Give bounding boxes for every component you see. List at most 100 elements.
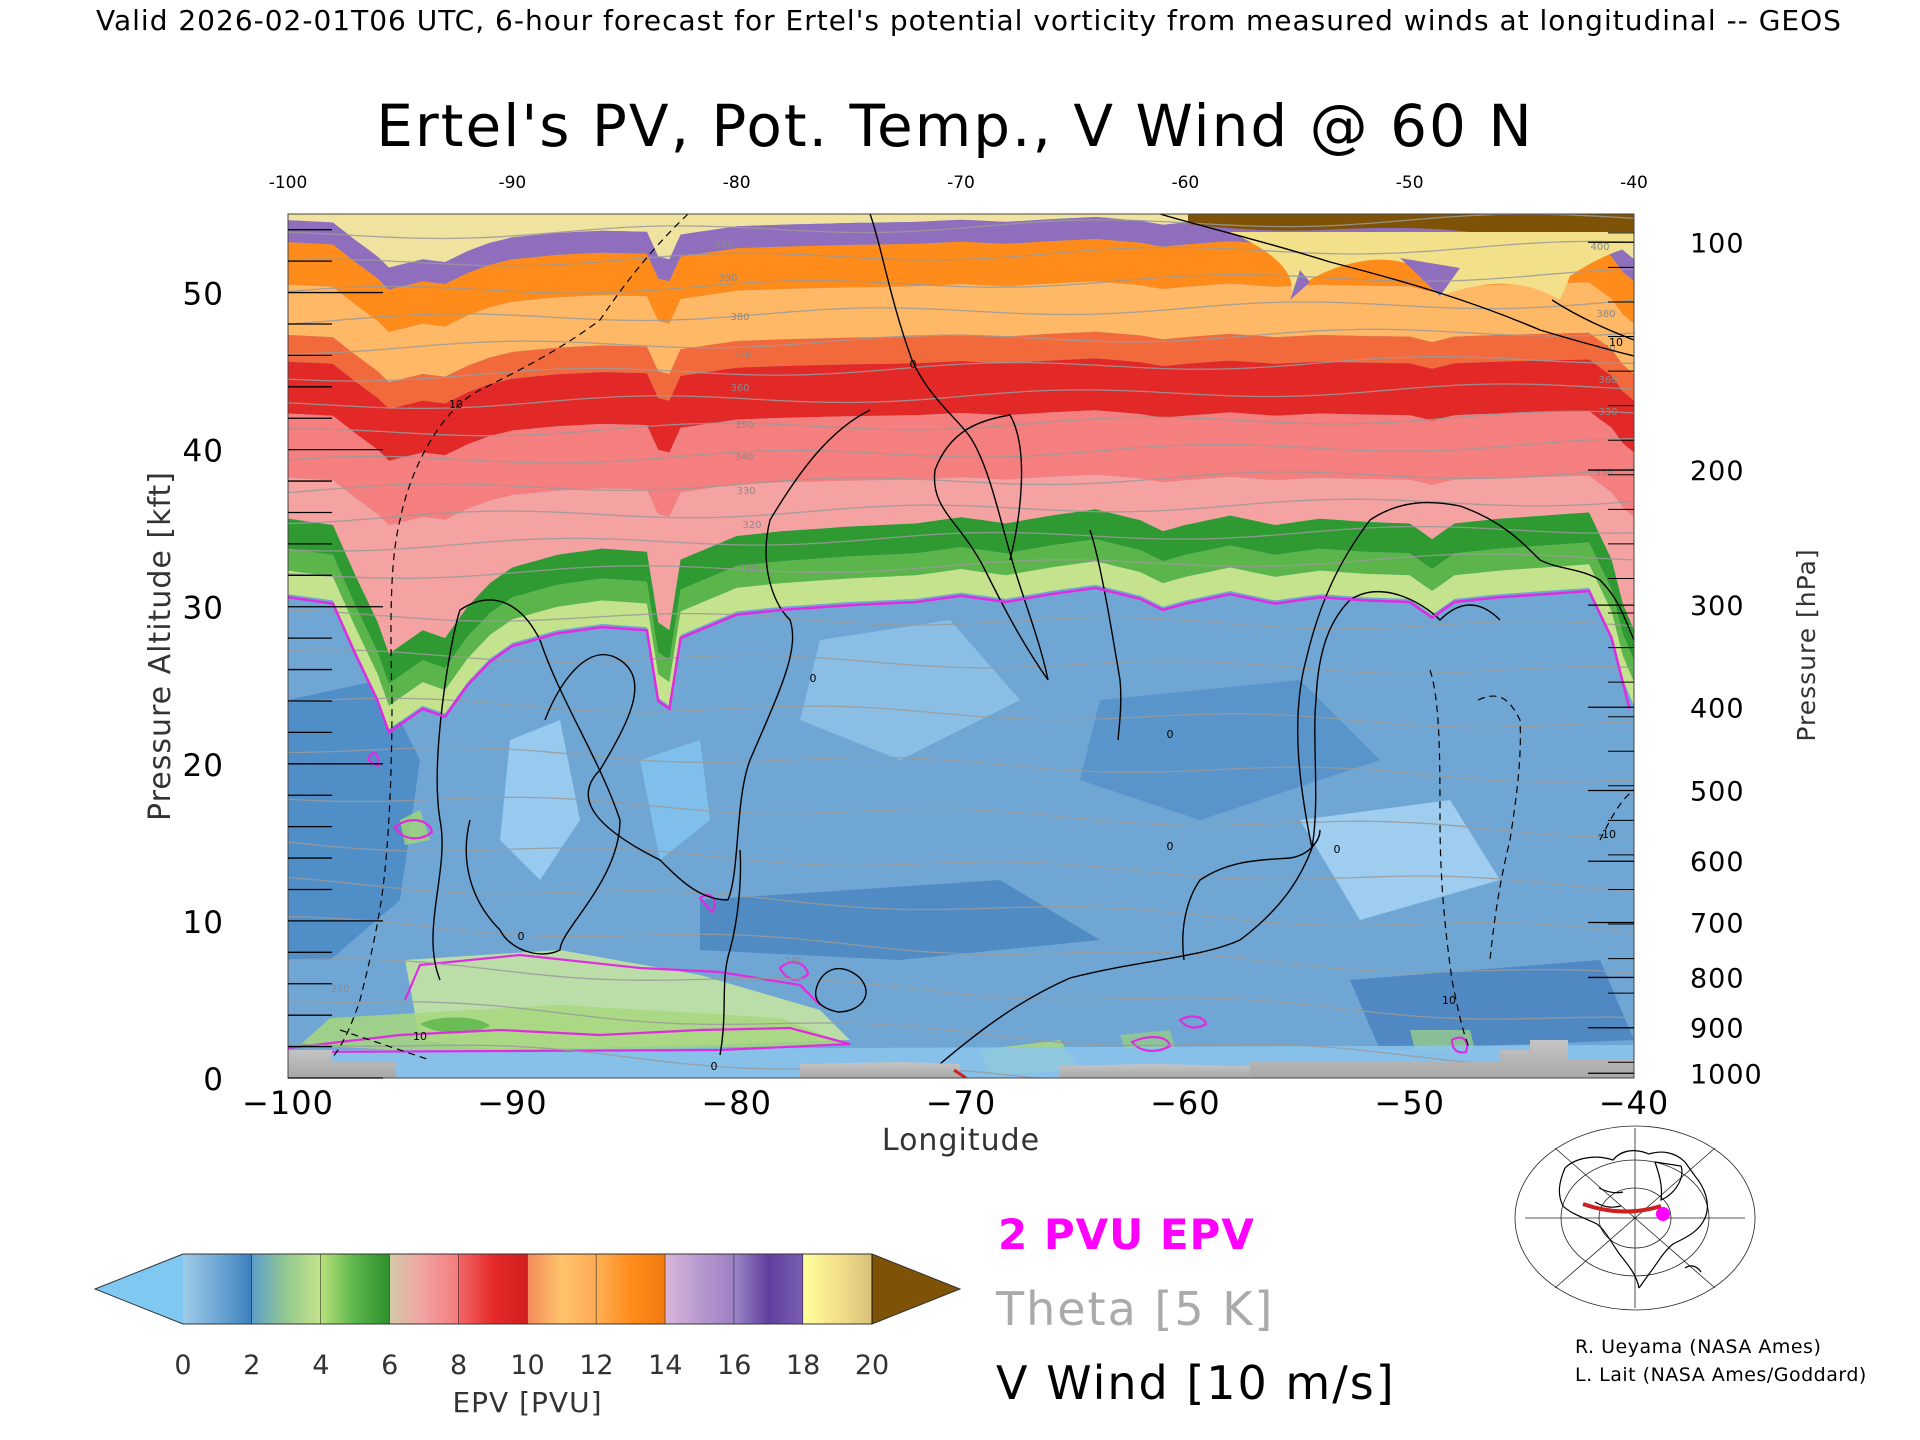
x-tick-label-4: −60 [1150,1084,1221,1122]
pressure-tick-label-6: 700 [1690,908,1745,939]
x-top-tick-label-5: -50 [1396,173,1424,193]
v-wind-contour-12 [1159,214,1634,357]
theta-label-6: 350 [734,420,753,431]
v-wind-neg-contour-2 [1477,695,1521,961]
theta-contour-10 [288,609,1634,630]
y-tick-label-5: 50 [183,277,224,313]
v-wind-label-7: 10 [413,1030,427,1043]
epv-layer-7 [288,474,1634,654]
colorbar-tick-label-0: 0 [174,1350,191,1381]
colorbar-over-arrow [872,1254,960,1324]
stratosphere-epv-layers [288,214,1634,730]
colorbar-segment-8 [734,1254,804,1324]
pressure-tick-label-7: 800 [1690,963,1745,994]
theta-contour-9 [288,649,1634,675]
plot-frame [287,213,1635,1079]
plot-area: 270 280 310 320 330 340 350 360 370 380 390 400 330 3… [288,214,1634,1078]
theta-contour-6 [288,796,1634,839]
epv-patch-9 [300,1005,850,1050]
v-wind-label-0: 0 [910,358,917,371]
epv-patch-6 [1300,800,1500,920]
theta-contour-23 [288,214,1634,240]
theta-contour-13 [288,498,1634,525]
colorbar-title: EPV [PVU] [452,1386,602,1419]
v-wind-contour-5 [719,849,742,1056]
colorbar-under-arrow [95,1254,183,1324]
x-top-tick-label-1: -90 [498,173,526,193]
v-wind-label-1: 0 [810,672,817,685]
x-tick-label-1: −90 [477,1084,548,1122]
theta-contour-21 [288,268,1634,294]
colorbar-segment-7 [665,1254,735,1324]
terrain-red-tick [953,1068,967,1078]
x-tick-label-2: −80 [701,1084,772,1122]
colorbar-tick-label-6: 12 [579,1350,613,1381]
epv-layer-3 [288,281,1634,383]
epv-layer-5 [288,358,1634,461]
epv-layer-6 [288,410,1634,526]
colorbar-tick-label-7: 14 [648,1350,682,1381]
v-wind-contour-7 [1297,501,1461,849]
y-tick-label-3: 30 [183,591,224,627]
theta-label-13: 350 [1594,468,1613,479]
theta-label-9: 380 [730,312,749,323]
legend-theta: Theta [5 K] [996,1282,1275,1336]
theta-contour-1 [288,1001,1634,1068]
theta-label-4: 330 [736,486,755,497]
x-top-tick-label-6: -40 [1620,173,1648,193]
x-tick-label-6: −40 [1599,1084,1670,1122]
tropopause-2pvu-line [288,586,1631,735]
pv-island-3 [1130,1036,1172,1052]
theta-contour-14 [288,468,1634,494]
pv-island-0 [393,819,434,840]
v-wind-contour-8 [1459,505,1634,641]
epv-layer-4 [288,331,1634,409]
terrain-east [1250,1040,1634,1078]
epv-patch-7 [1350,960,1634,1050]
x-tick-label-0: −100 [242,1084,334,1122]
pv-island-5 [1450,1036,1469,1054]
epv-colorbar: 0 2 4 6 8 10 12 14 16 18 20 EPV [PVU] [93,1253,962,1419]
v-wind-label-6: 10 [1609,336,1623,349]
theta-label-2: 310 [738,563,757,574]
theta-label-0: 270 [330,984,349,995]
epv-over-20-region [1188,214,1634,238]
theta-label-5: 340 [734,452,753,463]
v-wind-neg-contour-0 [329,214,689,1061]
colorbar-tick-label-2: 4 [312,1350,329,1381]
valid-time-header: Valid 2026-02-01T06 UTC, 6-hour forecast… [96,4,1842,37]
epv-layer-10 [288,561,1634,730]
pv-lower-contour [403,953,821,1006]
x-top-tick-label-4: -60 [1171,173,1199,193]
credit-line-2: L. Lait (NASA Ames/Goddard) [1575,1364,1867,1386]
pressure-tick-label-9: 1000 [1690,1059,1763,1090]
v-wind-contour-6 [939,591,1501,1065]
theta-contour-15 [288,438,1634,464]
theta-label-11: 400 [714,240,733,251]
legend-2pvu-epv: 2 PVU EPV [998,1210,1255,1259]
pressure-tick-label-2: 300 [1690,591,1745,622]
colorbar-tick-label-9: 18 [786,1350,820,1381]
theta-label-7: 360 [730,383,749,394]
legend-v-wind: V Wind [10 m/s] [996,1356,1396,1410]
theta-contour-7 [288,746,1634,783]
colorbar-segment-6 [596,1254,666,1324]
theta-contours: 270 280 310 320 330 340 350 360 370 380 390 400 330 3… [288,214,1634,1078]
y2-axis-title: Pressure [hPa] [1792,548,1821,741]
credit-line-1: R. Ueyama (NASA Ames) [1575,1336,1822,1358]
colorbar-tick-label-4: 8 [450,1350,467,1381]
theta-label-12: 330 [1598,407,1617,418]
pressure-tick-label-1: 200 [1690,456,1745,487]
theta-label-3: 320 [742,520,761,531]
v-wind-label-9: -10 [1598,828,1616,841]
pv-island-6 [366,751,380,768]
theta-contour-5 [288,841,1634,893]
v-wind-contour-3 [727,409,871,901]
theta-label-8: 370 [732,350,751,361]
colorbar-segment-3 [389,1254,459,1324]
colorbar-tick-label-8: 16 [717,1350,751,1381]
terrain-mask [288,1040,1634,1078]
v-wind-label-11: 0 [711,1060,718,1073]
y-axis-title: Pressure Altitude [kft] [143,471,178,821]
colorbar-tick-label-5: 10 [510,1350,544,1381]
